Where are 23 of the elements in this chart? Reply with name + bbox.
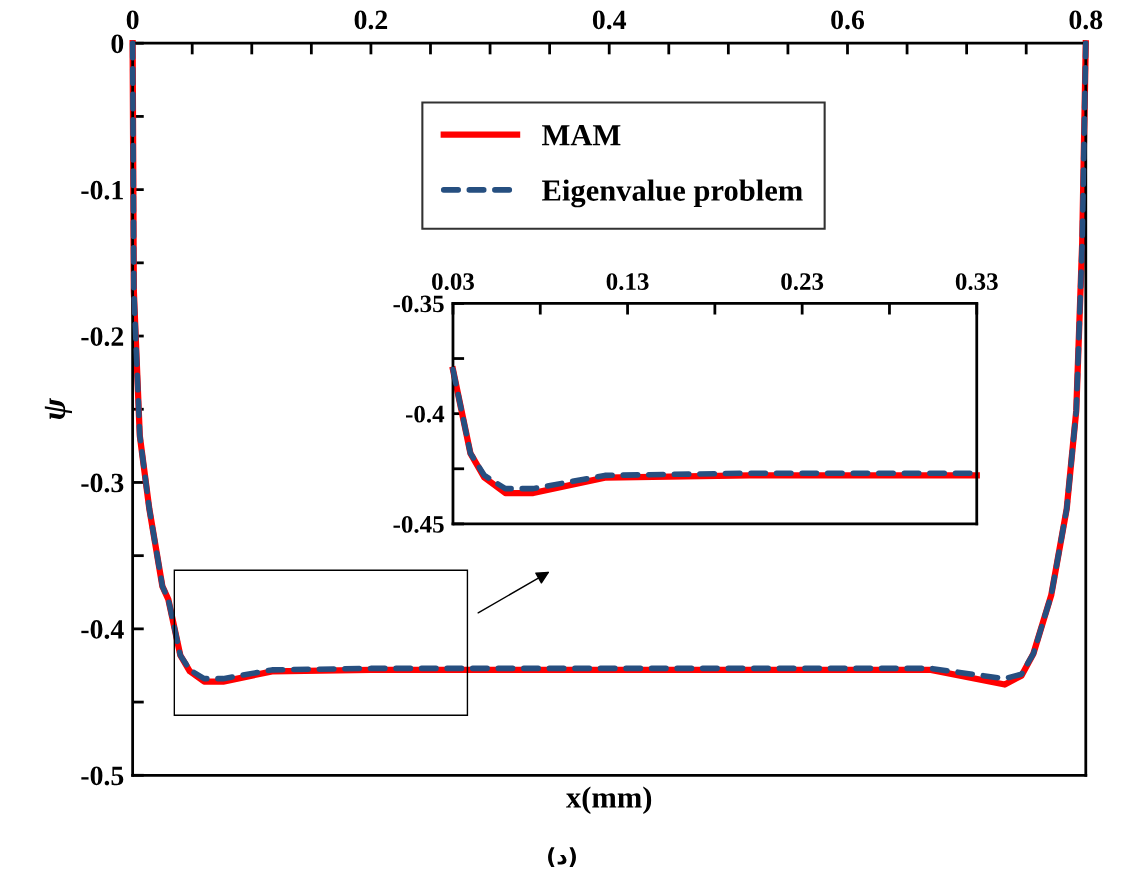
- x-tick-label: 0.8: [1069, 10, 1103, 30]
- text: (د): [548, 847, 576, 868]
- x-tick-label: 0.03: [432, 273, 474, 291]
- y-tick-label: 0: [111, 34, 124, 54]
- y-tick-label: -0.45: [393, 515, 444, 533]
- x-tick-label: 0.6: [831, 10, 865, 30]
- x-tick-label: 0: [126, 10, 139, 30]
- x-axis-title: x(mm): [566, 786, 652, 815]
- legend-label: Eigenvalue problem: [542, 179, 803, 208]
- y-axis-title: ψ: [44, 397, 72, 420]
- x-tick-label: 0.4: [592, 10, 627, 30]
- x-tick-label: 0.13: [606, 273, 649, 291]
- y-tick-label: -0.4: [405, 405, 445, 423]
- y-tick-label: -0.1: [81, 180, 123, 200]
- y-tick-label: -0.2: [81, 327, 124, 347]
- x-tick-label: 0.2: [354, 10, 388, 30]
- x-tick-label: 0.23: [781, 273, 824, 291]
- y-tick-label: -0.3: [81, 473, 124, 493]
- legend-label: MAM: [542, 125, 621, 146]
- y-tick-label: -0.5: [81, 766, 124, 786]
- y-tick-label: -0.4: [81, 620, 124, 639]
- x-tick-label: 0.33: [955, 273, 998, 291]
- y-tick-label: -0.35: [393, 295, 444, 313]
